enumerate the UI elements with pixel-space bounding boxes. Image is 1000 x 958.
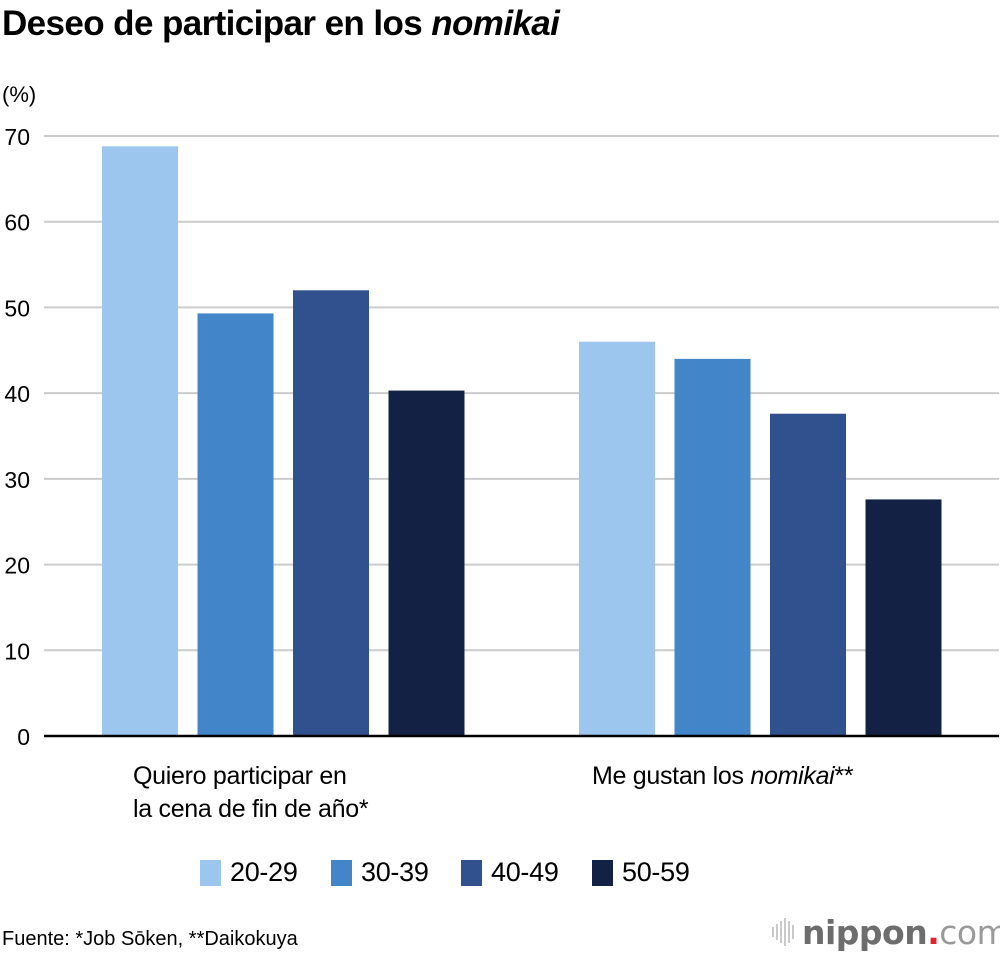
- nippon-logo: nippon.com: [772, 913, 1000, 952]
- legend-label: 20-29: [230, 857, 298, 887]
- category-label-0-line-2: la cena de fin de año*: [133, 795, 369, 823]
- y-tick-label: 20: [4, 553, 30, 579]
- y-tick-label: 30: [4, 467, 30, 493]
- legend-item-30-39: 30-39: [331, 857, 429, 888]
- legend-label: 40-49: [491, 857, 559, 887]
- bar-50-59-cat-0: [388, 390, 465, 736]
- legend-swatch: [200, 859, 221, 886]
- source-note: Fuente: *Job Sōken, **Daikokuya: [2, 928, 298, 950]
- chart-title-main: Deseo de participar en los: [2, 4, 432, 43]
- bar-50-59-cat-1: [865, 499, 942, 736]
- logo-tld-text: com: [939, 912, 1000, 952]
- legend-label: 50-59: [622, 857, 690, 887]
- logo-wordmark: nippon.com: [802, 913, 1000, 952]
- bar-20-29-cat-0: [102, 146, 178, 737]
- legend-item-50-59: 50-59: [592, 857, 690, 888]
- logo-main-text: nippon: [802, 912, 928, 952]
- y-tick-label: 50: [4, 295, 30, 321]
- bar-30-39-cat-0: [197, 313, 274, 736]
- y-tick-label: 60: [4, 210, 30, 236]
- legend-swatch: [331, 859, 352, 886]
- bar-30-39-cat-1: [674, 358, 751, 736]
- chart-title-italic: nomikai: [431, 4, 560, 43]
- bar-40-49-cat-1: [770, 413, 846, 736]
- y-tick-label: 70: [4, 124, 30, 150]
- y-axis-unit-label: (%): [2, 82, 37, 107]
- y-tick-label: 10: [4, 638, 30, 664]
- category-label-0: Quiero participar en la cena de fin de a…: [133, 760, 369, 826]
- legend-label: 30-39: [361, 857, 429, 887]
- bar-20-29-cat-1: [579, 341, 655, 736]
- category-label-1-italic: nomikai: [750, 762, 835, 790]
- legend-swatch: [461, 859, 482, 886]
- y-tick-label: 0: [17, 724, 30, 750]
- category-label-1-plain: Me gustan los: [592, 762, 751, 790]
- y-tick-label: 40: [4, 381, 30, 407]
- logo-dot: .: [927, 912, 940, 952]
- sound-bars-icon: [772, 918, 796, 946]
- chart-title: Deseo de participar en los nomikai: [2, 4, 560, 44]
- legend-item-40-49: 40-49: [461, 857, 559, 888]
- legend-swatch: [592, 859, 613, 886]
- category-label-0-line-1: Quiero participar en: [133, 762, 347, 790]
- bar-40-49-cat-0: [293, 290, 369, 736]
- category-label-1-suffix: **: [834, 762, 854, 790]
- category-label-1: Me gustan los nomikai**: [592, 760, 854, 793]
- bar-chart: 0 10 20 30 40 50 60 70: [4, 124, 999, 750]
- legend-item-20-29: 20-29: [200, 857, 298, 888]
